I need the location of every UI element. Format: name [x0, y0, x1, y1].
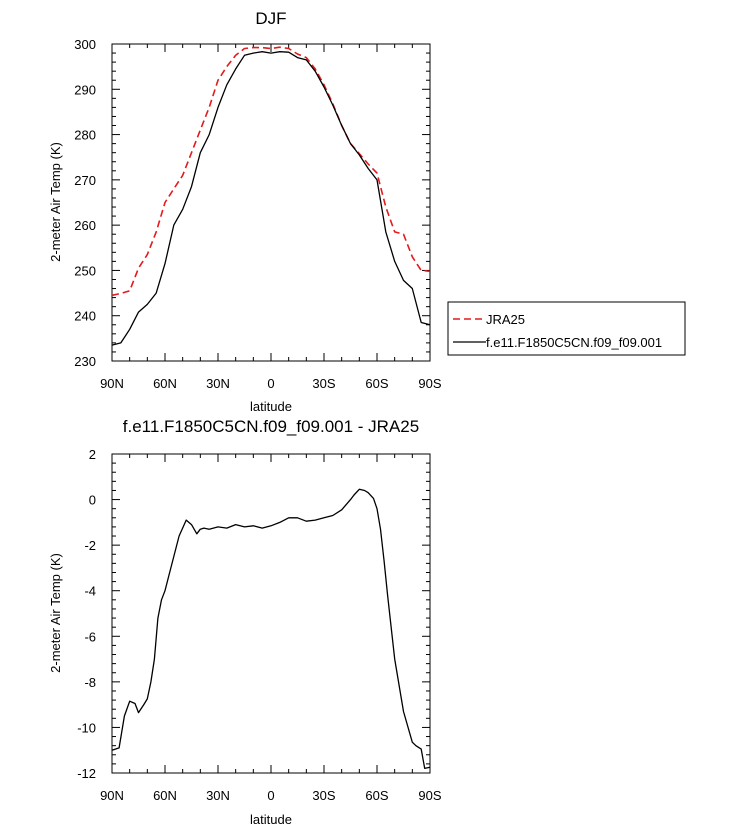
y-tick-label: 290 [74, 82, 96, 97]
x-tick-label: 60N [153, 788, 177, 803]
x-tick-label: 60S [365, 376, 388, 391]
chart-title: DJF [255, 9, 286, 28]
y-tick-labels: 2 0 -2 -4 -6 -8 -10 -12 [77, 447, 96, 781]
x-tick-label: 90S [418, 376, 441, 391]
plot-frame [111, 453, 431, 774]
y-axis-label: 2-meter Air Temp (K) [48, 142, 63, 262]
chart-title: f.e11.F1850C5CN.f09_f09.001 - JRA25 [123, 417, 419, 436]
x-tick-label: 0 [267, 376, 274, 391]
x-tick-label: 30S [312, 376, 335, 391]
y-tick-label: 230 [74, 354, 96, 369]
x-tick-label: 90N [100, 788, 124, 803]
x-axis-label: latitude [250, 399, 292, 414]
x-tick-label: 90N [100, 376, 124, 391]
y-tick-label: 280 [74, 128, 96, 143]
top-panel: DJF 230 240 250 260 270 280 290 300 90N 60N 30N 0 3… [48, 9, 442, 414]
y-tick-label: -2 [84, 538, 96, 553]
x-tick-label: 90S [418, 788, 441, 803]
y-tick-labels: 230 240 250 260 270 280 290 300 [74, 37, 96, 369]
y-axis-label: 2-meter Air Temp (K) [48, 553, 63, 673]
y-tick-label: -12 [77, 766, 96, 781]
y-tick-label: -6 [84, 629, 96, 644]
y-tick-label: 250 [74, 263, 96, 278]
y-tick-label: -10 [77, 720, 96, 735]
series-line-jra25 [111, 46, 431, 297]
y-tick-label: -8 [84, 675, 96, 690]
tick-marks [111, 43, 431, 362]
x-tick-label: 30N [206, 376, 230, 391]
series-lines [111, 46, 431, 346]
x-tick-label: 60S [365, 788, 388, 803]
x-tick-label: 0 [267, 788, 274, 803]
y-tick-label: 260 [74, 218, 96, 233]
legend-box [447, 301, 686, 356]
y-tick-label: 0 [89, 493, 96, 508]
x-tick-labels: 90N 60N 30N 0 30S 60S 90S [100, 376, 442, 391]
plot-frame [111, 43, 431, 362]
y-tick-label: 240 [74, 309, 96, 324]
x-tick-labels: 90N 60N 30N 0 30S 60S 90S [100, 788, 442, 803]
series-lines [111, 488, 431, 770]
x-tick-label: 60N [153, 376, 177, 391]
legend-label-model: f.e11.F1850C5CN.f09_f09.001 [486, 335, 662, 350]
tick-marks [111, 453, 431, 774]
x-axis-label: latitude [250, 812, 292, 827]
x-tick-label: 30S [312, 788, 335, 803]
series-line-difference [111, 488, 431, 770]
bottom-panel: f.e11.F1850C5CN.f09_f09.001 - JRA25 2 0 -2… [48, 417, 442, 827]
legend-label-jra25: JRA25 [486, 312, 525, 327]
y-tick-label: 2 [89, 447, 96, 462]
y-tick-label: 270 [74, 173, 96, 188]
legend: JRA25 f.e11.F1850C5CN.f09_f09.001 [447, 301, 686, 356]
x-tick-label: 30N [206, 788, 230, 803]
y-tick-label: -4 [84, 584, 96, 599]
series-line-f-e11-f1850c5cn-f09-f09-001 [111, 51, 431, 346]
y-tick-label: 300 [74, 37, 96, 52]
